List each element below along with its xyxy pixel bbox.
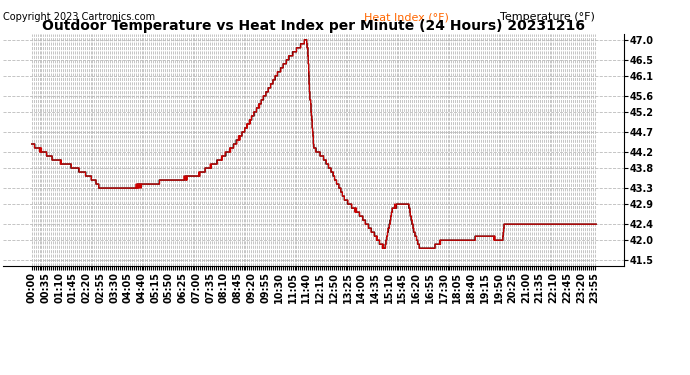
Text: Copyright 2023 Cartronics.com: Copyright 2023 Cartronics.com — [3, 12, 155, 22]
Text: Heat Index (°F): Heat Index (°F) — [364, 12, 448, 22]
Text: Temperature (°F): Temperature (°F) — [500, 12, 595, 22]
Title: Outdoor Temperature vs Heat Index per Minute (24 Hours) 20231216: Outdoor Temperature vs Heat Index per Mi… — [43, 19, 585, 33]
